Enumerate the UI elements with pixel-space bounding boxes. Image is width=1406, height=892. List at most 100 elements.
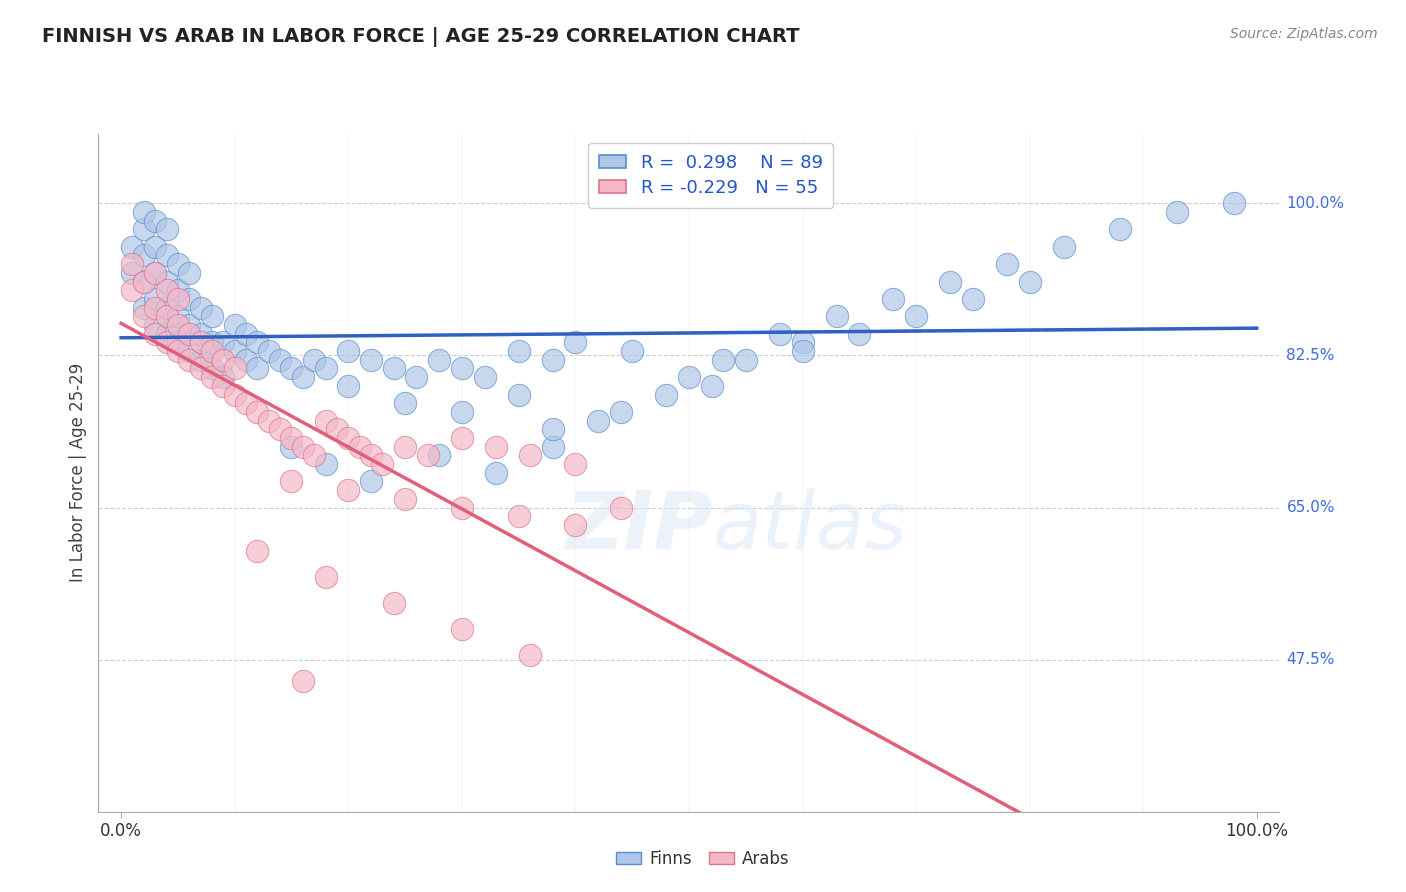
Point <box>280 475 302 489</box>
Point <box>155 222 177 236</box>
Point <box>291 674 314 689</box>
Point <box>427 449 450 463</box>
Point <box>155 283 177 297</box>
Point <box>315 457 337 471</box>
Point <box>825 310 848 324</box>
Point <box>1109 222 1132 236</box>
Point <box>224 361 246 376</box>
Point <box>190 352 212 367</box>
Point <box>132 275 155 289</box>
Point <box>302 352 325 367</box>
Point <box>167 283 190 297</box>
Point <box>235 326 257 341</box>
Point <box>257 414 280 428</box>
Text: atlas: atlas <box>713 488 907 566</box>
Text: 65.0%: 65.0% <box>1286 500 1334 515</box>
Point <box>1018 275 1040 289</box>
Point <box>564 335 586 350</box>
Point <box>326 422 349 436</box>
Point <box>167 257 190 271</box>
Point <box>167 335 190 350</box>
Point <box>315 570 337 584</box>
Text: 82.5%: 82.5% <box>1286 348 1334 363</box>
Point <box>167 310 190 324</box>
Point <box>179 266 201 280</box>
Point <box>905 310 928 324</box>
Point <box>143 266 166 280</box>
Point <box>291 440 314 454</box>
Point <box>155 248 177 262</box>
Point <box>360 449 382 463</box>
Point <box>280 361 302 376</box>
Point <box>416 449 439 463</box>
Point <box>519 648 541 663</box>
Point <box>315 361 337 376</box>
Point <box>201 370 224 384</box>
Point <box>508 344 530 359</box>
Point <box>700 379 723 393</box>
Point <box>360 475 382 489</box>
Point <box>179 344 201 359</box>
Point <box>450 622 472 636</box>
Point <box>132 222 155 236</box>
Point <box>143 266 166 280</box>
Point <box>212 370 235 384</box>
Point <box>224 318 246 332</box>
Point <box>121 266 143 280</box>
Point <box>541 440 564 454</box>
Point <box>792 344 814 359</box>
Y-axis label: In Labor Force | Age 25-29: In Labor Force | Age 25-29 <box>69 363 87 582</box>
Point <box>167 344 190 359</box>
Point <box>269 352 291 367</box>
Point <box>190 361 212 376</box>
Point <box>179 318 201 332</box>
Point <box>179 292 201 306</box>
Point <box>190 335 212 350</box>
Point <box>474 370 496 384</box>
Point <box>485 440 508 454</box>
Point <box>450 500 472 515</box>
Point <box>349 440 371 454</box>
Point <box>337 379 360 393</box>
Point <box>143 301 166 315</box>
Point <box>132 248 155 262</box>
Point <box>564 457 586 471</box>
Point <box>315 414 337 428</box>
Point <box>143 292 166 306</box>
Point <box>337 483 360 497</box>
Point <box>1053 240 1076 254</box>
Point <box>121 240 143 254</box>
Point <box>394 491 416 506</box>
Point <box>769 326 792 341</box>
Point <box>394 440 416 454</box>
Point <box>621 344 644 359</box>
Point <box>371 457 394 471</box>
Point <box>508 509 530 524</box>
Point <box>201 361 224 376</box>
Point <box>485 466 508 480</box>
Point <box>179 326 201 341</box>
Point <box>190 301 212 315</box>
Point <box>302 449 325 463</box>
Legend: Finns, Arabs: Finns, Arabs <box>610 844 796 875</box>
Point <box>121 283 143 297</box>
Point <box>246 544 269 558</box>
Point <box>450 361 472 376</box>
Legend: R =  0.298    N = 89, R = -0.229   N = 55: R = 0.298 N = 89, R = -0.229 N = 55 <box>588 143 834 208</box>
Point <box>121 257 143 271</box>
Point <box>269 422 291 436</box>
Point <box>155 301 177 315</box>
Point <box>792 335 814 350</box>
Point <box>212 379 235 393</box>
Point <box>508 387 530 401</box>
Point <box>212 352 235 367</box>
Point <box>1166 205 1188 219</box>
Point <box>132 205 155 219</box>
Point <box>155 335 177 350</box>
Text: 47.5%: 47.5% <box>1286 652 1334 667</box>
Point <box>143 318 166 332</box>
Point <box>257 344 280 359</box>
Point <box>541 422 564 436</box>
Point <box>519 449 541 463</box>
Text: 100.0%: 100.0% <box>1286 196 1344 211</box>
